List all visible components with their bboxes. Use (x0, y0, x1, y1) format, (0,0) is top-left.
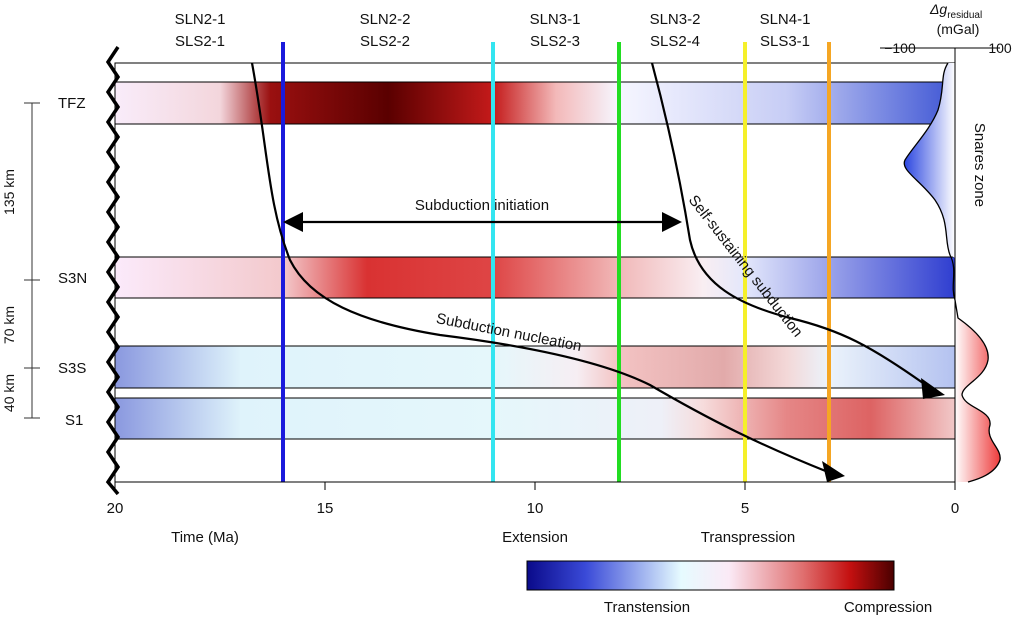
stage-2-top: SLN2-2 (360, 11, 411, 28)
stage-4-bottom: SLS2-4 (650, 33, 700, 50)
gravity-symbol-subscript: residual (947, 10, 982, 21)
extension-label: Extension (502, 529, 568, 546)
colorbar (527, 561, 894, 590)
band-label-tfz: TFZ (58, 95, 86, 112)
stage-3-bottom: SLS2-3 (530, 33, 580, 50)
colorbar-left-label: Transtension (604, 599, 690, 616)
distance-scale (24, 103, 40, 418)
subduction-initiation-label: Subduction initiation (415, 197, 549, 214)
subduction-initiation-arrow (283, 212, 682, 232)
distance-70km: 70 km (1, 306, 17, 344)
snares-zone-label: Snares zone (971, 123, 988, 207)
stage-4-top: SLN3-2 (650, 11, 701, 28)
distance-135km: 135 km (1, 169, 17, 215)
stage-5-top: SLN4-1 (760, 11, 811, 28)
gravity-symbol: Δgresidual (929, 1, 982, 21)
x-tick-label: 15 (317, 500, 334, 517)
transpression-label: Transpression (701, 529, 795, 546)
x-tick-label: 10 (527, 500, 544, 517)
colorbar-right-label: Compression (844, 599, 932, 616)
distance-40km: 40 km (1, 374, 17, 412)
x-tick-label: 20 (107, 500, 124, 517)
stage-1-top: SLN2-1 (175, 11, 226, 28)
x-axis-title: Time (Ma) (171, 529, 239, 546)
band-label-s3s: S3S (58, 360, 86, 377)
figure: SLN2-1 SLS2-1 SLN2-2 SLS2-2 SLN3-1 SLS2-… (0, 0, 1024, 617)
band-label-s1: S1 (65, 412, 83, 429)
x-tick-label: 0 (951, 500, 959, 517)
x-tick-label: 5 (741, 500, 749, 517)
x-axis: 20 15 10 5 0 (107, 482, 960, 517)
gravity-symbol-main: Δg (929, 1, 947, 17)
band-labels: TFZ S3N S3S S1 (58, 95, 87, 429)
band-label-s3n: S3N (58, 270, 87, 287)
stage-2-bottom: SLS2-2 (360, 33, 410, 50)
stage-3-top: SLN3-1 (530, 11, 581, 28)
gravity-min-label: −100 (884, 40, 916, 56)
gravity-unit: (mGal) (937, 21, 980, 37)
stage-1-bottom: SLS2-1 (175, 33, 225, 50)
stage-5-bottom: SLS3-1 (760, 33, 810, 50)
gravity-positive-fill (955, 300, 1000, 482)
gravity-max-label: 100 (988, 40, 1012, 56)
nucleation-arrowhead (822, 461, 845, 482)
